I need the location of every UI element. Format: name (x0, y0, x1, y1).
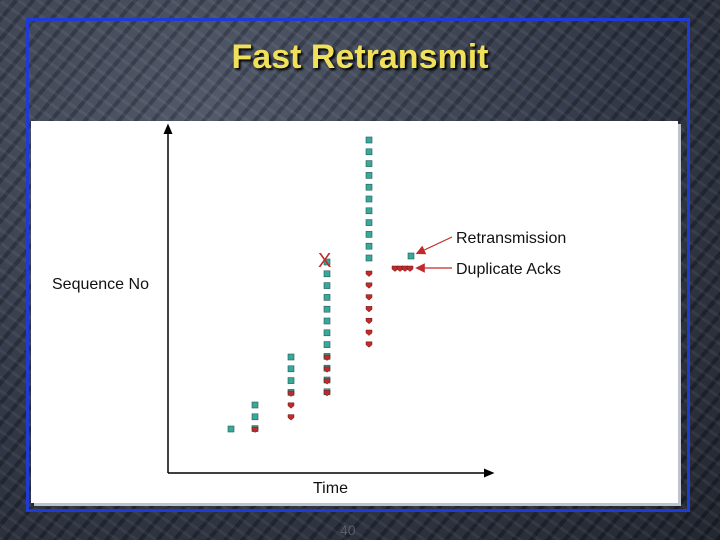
ack-marker (287, 414, 295, 421)
packet-marker (323, 317, 331, 325)
ack-marker (365, 306, 373, 313)
ack-markers (251, 265, 414, 433)
packet-marker (323, 270, 331, 278)
ack-marker (287, 390, 295, 397)
packet-marker (287, 377, 295, 384)
ack-marker (365, 317, 373, 325)
packet-marker (365, 183, 373, 191)
page-number: 40 (340, 522, 356, 538)
x-axis-label: Time (313, 480, 348, 497)
packet-marker (251, 413, 259, 421)
packet-marker (365, 172, 373, 179)
packet-marker (323, 282, 331, 289)
diagram-panel (31, 121, 678, 503)
duplicate-acks-label: Duplicate Acks (456, 261, 561, 278)
packet-marker (287, 365, 295, 373)
ack-marker (365, 270, 373, 277)
ack-marker (365, 282, 373, 289)
packet-marker (323, 329, 331, 337)
packet-marker (323, 258, 331, 266)
packet-marker (365, 242, 373, 250)
packet-markers (227, 136, 415, 433)
ack-marker (323, 354, 331, 361)
packet-marker (365, 160, 373, 167)
slide-title: Fast Retransmit (231, 38, 489, 76)
ack-marker (365, 329, 373, 336)
ack-marker (365, 294, 373, 301)
ack-marker (323, 366, 331, 373)
packet-marker (365, 148, 373, 156)
ack-marker (323, 390, 331, 397)
ack-marker (365, 341, 373, 348)
packet-marker (407, 252, 415, 260)
loss-marker: X (318, 250, 331, 272)
packet-marker (251, 401, 259, 409)
retransmission-label: Retransmission (456, 230, 566, 247)
retransmission-arrow (415, 236, 453, 255)
ack-marker (323, 378, 331, 385)
packet-marker (365, 254, 373, 262)
packet-marker (323, 294, 331, 301)
duplicate-ack-marker (406, 265, 414, 272)
packet-marker (287, 353, 295, 361)
y-axis-label: Sequence No (52, 276, 149, 293)
packet-marker (365, 231, 373, 238)
slide-frame (26, 18, 690, 512)
packet-marker (323, 305, 331, 313)
packet-marker (365, 219, 373, 226)
ack-marker (251, 426, 259, 433)
packet-marker (323, 341, 331, 348)
packet-marker (365, 207, 373, 215)
packet-marker (227, 425, 235, 433)
packet-marker (365, 136, 373, 144)
packet-marker (365, 195, 373, 203)
ack-marker (287, 402, 295, 409)
